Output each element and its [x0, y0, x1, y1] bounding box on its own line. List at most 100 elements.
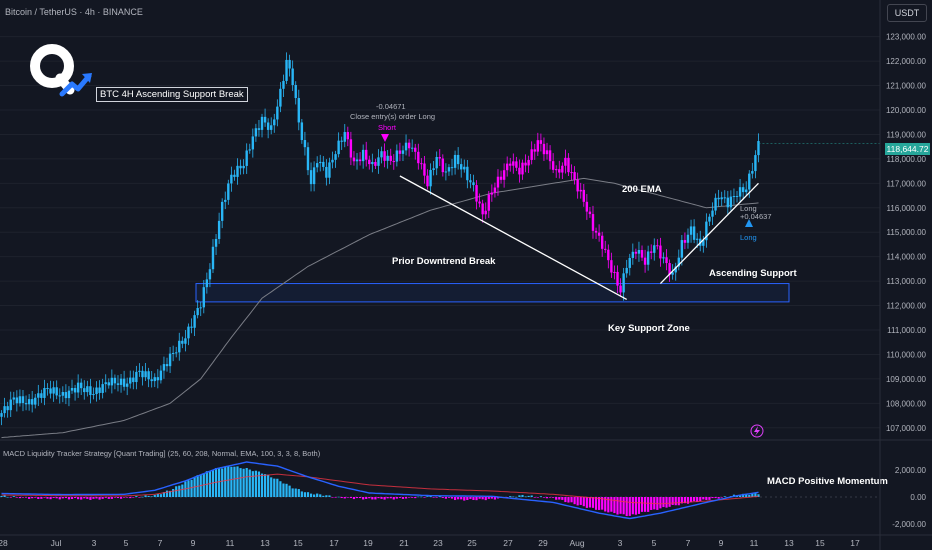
candle-body	[466, 166, 469, 181]
candle-body	[27, 399, 31, 405]
candle-body	[233, 174, 236, 177]
time-tick-label: 7	[158, 538, 163, 548]
time-tick-label: 19	[363, 538, 373, 548]
long-arrow-icon	[745, 219, 753, 227]
candle-body	[686, 234, 690, 243]
candle-body	[181, 340, 184, 344]
signal-line	[1, 473, 759, 505]
candle-body	[668, 263, 671, 275]
macd-histogram-bar	[466, 497, 469, 500]
currency-button[interactable]: USDT	[887, 4, 927, 22]
logo-q-icon	[30, 44, 92, 97]
candle-body	[98, 387, 101, 393]
candle-body	[175, 352, 178, 354]
macd-histogram-bar	[754, 493, 757, 498]
macd-histogram-bar	[334, 497, 337, 498]
macd-histogram-bar	[622, 497, 625, 515]
macd-histogram-bar	[699, 497, 702, 502]
candle-body	[251, 136, 255, 150]
time-axis[interactable]: 28 Jul 3 5 7 9 11 13 15 17 19 21 23 25 27 29 Aug 3 5 7 9 11 13…	[0, 534, 932, 548]
candle-body	[401, 150, 405, 154]
macd-histogram-bar	[659, 497, 662, 509]
macd-histogram-bar	[165, 490, 169, 498]
macd-histogram-bar	[129, 497, 132, 499]
macd-histogram-bar	[457, 497, 460, 500]
macd-histogram-bar	[0, 495, 3, 498]
macd-histogram-bar	[224, 466, 227, 498]
price-tick-label: 110,000.00	[887, 350, 927, 359]
candle-body	[202, 287, 205, 308]
time-tick-label: 13	[260, 538, 270, 548]
candle-body	[475, 185, 478, 202]
macd-histogram-bar	[135, 496, 138, 498]
price-tick-label: 121,000.00	[886, 82, 927, 91]
macd-histogram-bar	[509, 496, 512, 498]
macd-histogram-bar	[248, 469, 251, 498]
macd-histogram-bar	[309, 493, 313, 498]
candle-body	[150, 379, 153, 382]
long-trade-label-top: Long	[740, 204, 757, 213]
candle-body	[481, 203, 484, 215]
macd-histogram-bar	[594, 497, 598, 510]
macd-histogram-bar	[291, 488, 294, 498]
candle-body	[671, 272, 674, 275]
candle-body	[420, 163, 423, 165]
time-tick-label: 17	[850, 538, 860, 548]
macd-histogram-bar	[242, 468, 245, 498]
macd-histogram-bar	[282, 483, 285, 498]
macd-histogram-bar	[677, 497, 680, 506]
macd-histogram-bar	[267, 474, 270, 498]
candle-body	[456, 154, 460, 165]
candle-body	[741, 187, 745, 193]
candle-body	[309, 170, 313, 185]
candle-body	[680, 240, 684, 258]
macd-histogram-bar	[751, 493, 754, 498]
short-trade-value: -0.04671	[376, 102, 406, 111]
candle-body	[368, 159, 371, 165]
macd-histogram-bar	[24, 497, 28, 498]
symbol-line[interactable]: Bitcoin / TetherUS · 4h · BINANCE	[5, 7, 143, 17]
candle-body	[312, 167, 316, 185]
candle-body	[588, 211, 592, 215]
candle-body	[610, 260, 613, 273]
candle-body	[144, 371, 147, 378]
macd-histogram-bar	[389, 497, 392, 499]
candle-body	[597, 232, 601, 236]
macd-histogram-bar	[591, 497, 595, 508]
candle-body	[726, 197, 730, 208]
candle-body	[487, 194, 490, 211]
macd-histogram-bar	[708, 497, 711, 500]
candle-body	[107, 382, 110, 386]
candle-body	[426, 175, 429, 187]
macd-histogram-bar	[126, 497, 129, 498]
candle-body	[548, 150, 552, 162]
price-axis[interactable]: 123,000.00 122,000.00 121,000.00 120,000.00…	[879, 0, 927, 550]
time-tick-label: 7	[686, 538, 691, 548]
candle-body	[582, 189, 585, 202]
macd-histogram-bar	[420, 496, 423, 498]
time-tick-label: 13	[784, 538, 794, 548]
chart-title: BTC 4H Ascending Support Break	[96, 87, 248, 102]
candle-body	[184, 338, 187, 344]
macd-histogram-bar	[478, 497, 481, 499]
candle-body	[450, 167, 454, 169]
macd-histogram-bar	[86, 497, 89, 499]
candle-body	[576, 179, 579, 192]
candle-body	[521, 162, 524, 175]
macd-histogram-bar	[28, 497, 31, 499]
macd-histogram-bar	[404, 497, 408, 499]
time-tick-label: 11	[750, 538, 759, 548]
candle-body	[132, 377, 135, 383]
time-tick-label: Aug	[569, 538, 584, 548]
annotation-label: Ascending Support	[709, 268, 797, 279]
candle-body	[423, 163, 426, 176]
macd-histogram-bar	[453, 497, 457, 501]
macd-histogram-bar	[411, 497, 414, 498]
candle-body	[732, 196, 736, 198]
macd-histogram-bar	[297, 489, 300, 498]
macd-histogram-bar	[113, 497, 117, 498]
macd-histogram-bar	[637, 497, 641, 514]
macd-histogram-bar	[211, 470, 215, 498]
candle-body	[757, 141, 760, 156]
